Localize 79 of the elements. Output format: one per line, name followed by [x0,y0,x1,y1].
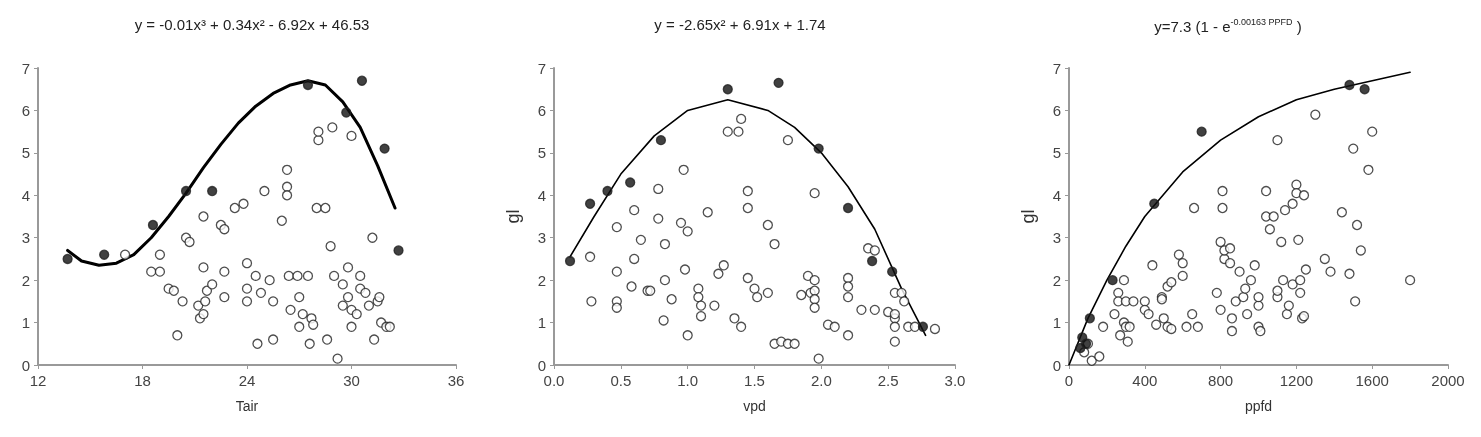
point [866,255,878,267]
point [842,202,854,214]
point [1084,313,1095,324]
y-tick-label: 5 [1052,144,1061,162]
y-tick-label: 0 [537,356,546,374]
point [207,185,218,197]
y-tick-label: 1 [21,314,30,332]
point [722,84,733,95]
y-tick-label: 7 [21,59,30,77]
y-axis-title: gl [1018,209,1038,224]
x-tick-label: 400 [1132,372,1158,389]
line-series [1068,71,1411,366]
y-tick-label: 5 [537,144,546,162]
point [1344,79,1355,91]
x-axis-title: vpd [743,398,766,414]
point [147,219,159,231]
point [773,77,784,88]
x-tick-label: 2.0 [810,372,832,389]
x-tick-label: 2000 [1431,372,1465,389]
y-tick-label: 7 [537,59,546,77]
x-tick-label: 800 [1208,372,1234,389]
y-tick-label: 4 [21,186,30,204]
point [99,249,110,260]
y-tick-label: 4 [1052,186,1061,204]
x-tick-label: 2.5 [877,372,899,389]
y-tick-label: 2 [537,271,546,289]
line-series [66,79,397,267]
point [1149,198,1160,209]
x-tick-label: 36 [447,372,465,389]
point [393,245,404,256]
x-tick-label: 12 [29,372,47,389]
x-tick-label: 3.0 [944,372,966,389]
point [625,177,636,188]
point [341,107,352,118]
point [564,255,576,267]
x-tick-label: 24 [238,372,256,389]
point [602,185,613,197]
y-tick-label: 3 [21,229,30,247]
point [887,266,898,277]
point [1107,274,1118,286]
x-tick-label: 0 [1064,372,1074,389]
x-tick-label: 0.5 [610,372,632,389]
y-tick-label: 3 [537,229,546,247]
y-tick-label: 3 [1052,229,1061,247]
y-tick-label: 2 [21,271,30,289]
point [180,185,192,197]
x-tick-label: 1600 [1355,372,1389,389]
point [813,143,824,154]
y-axis-title: gl [503,209,523,224]
x-tick-label: 1200 [1279,372,1314,389]
point [62,253,73,265]
chart-title: y = -2.65x² + 6.91x + 1.74 [654,16,826,33]
point [1359,84,1370,95]
chart-title: y = -0.01x³ + 0.34x² - 6.92x + 46.53 [134,16,370,33]
y-tick-label: 0 [21,356,30,374]
x-axis-title: ppfd [1244,398,1273,414]
y-tick-label: 4 [537,186,546,204]
point [1196,126,1207,137]
y-tick-label: 6 [537,101,546,119]
y-tick-label: 6 [1052,101,1061,119]
y-tick-label: 1 [537,314,546,332]
x-tick-label: 1.5 [744,372,765,389]
y-tick-label: 5 [21,144,30,162]
y-tick-label: 1 [1052,314,1061,332]
x-tick-label: 1.0 [677,372,699,389]
x-axis-title: Tair [235,398,259,414]
y-tick-label: 0 [1052,356,1061,374]
point [356,75,368,86]
point [379,143,390,154]
x-tick-label: 18 [134,372,151,389]
y-tick-label: 6 [21,101,30,119]
x-tick-label: 0.0 [543,372,565,389]
point [917,321,929,332]
y-tick-label: 7 [1052,59,1061,77]
point [302,79,314,91]
x-tick-label: 30 [343,372,360,389]
point [584,198,596,209]
point [655,134,667,146]
y-tick-label: 2 [1052,271,1061,289]
